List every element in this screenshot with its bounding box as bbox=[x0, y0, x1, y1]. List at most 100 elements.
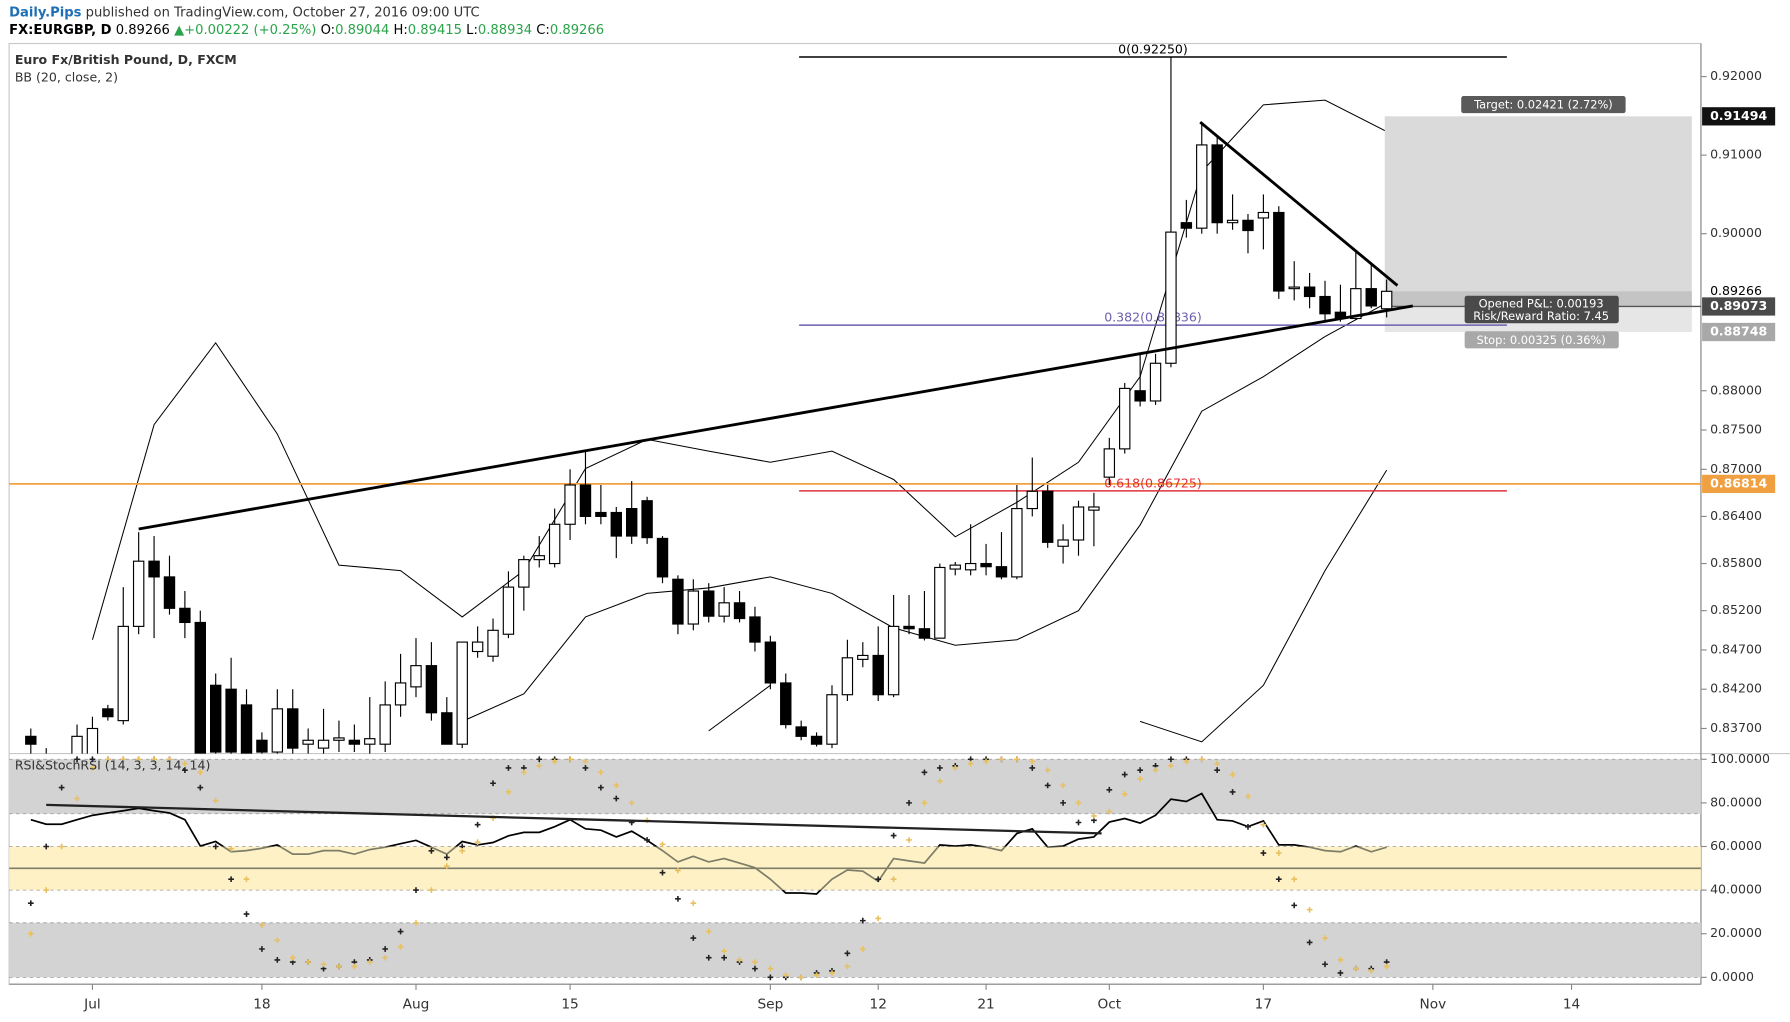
stoch-marker bbox=[752, 959, 758, 965]
candle-body bbox=[456, 641, 468, 745]
candle-body bbox=[302, 739, 314, 745]
x-tick-label: 14 bbox=[1563, 997, 1580, 1013]
x-tick-label: 15 bbox=[561, 997, 578, 1013]
candle-body bbox=[826, 694, 838, 745]
stoch-marker bbox=[89, 756, 96, 763]
candle-body bbox=[163, 576, 176, 609]
stoch-marker bbox=[1291, 902, 1298, 909]
stoch-marker bbox=[212, 843, 219, 850]
candle-body bbox=[1011, 507, 1023, 578]
h-label: H: bbox=[393, 22, 407, 37]
pnl-label: Opened P&L: 0.00193 bbox=[1479, 296, 1604, 310]
stoch-marker bbox=[536, 762, 543, 769]
y-tick-label: 0.87000 bbox=[1710, 461, 1762, 476]
y-tick-label: 0.0000 bbox=[1710, 969, 1754, 984]
stoch-marker bbox=[582, 765, 589, 771]
symbol: FX:EURGBP, D bbox=[9, 22, 111, 37]
stoch-marker bbox=[74, 795, 80, 802]
stoch-marker bbox=[859, 917, 866, 924]
o: 0.89044 bbox=[335, 22, 389, 37]
stoch-marker bbox=[382, 946, 389, 952]
candle-body bbox=[1303, 286, 1316, 298]
candle-body bbox=[179, 607, 191, 624]
stoch-marker bbox=[1060, 800, 1066, 806]
stoch-marker bbox=[1044, 767, 1051, 774]
stoch-marker bbox=[1214, 767, 1221, 774]
y-tick-label: 0.92000 bbox=[1710, 68, 1762, 83]
o-label: O: bbox=[321, 22, 336, 37]
candle-body bbox=[333, 737, 345, 741]
stoch-marker bbox=[1383, 963, 1390, 970]
target-label: Target: 0.02421 (2.72%) bbox=[1473, 98, 1613, 112]
candle-body bbox=[641, 500, 653, 539]
candle-body bbox=[256, 739, 268, 753]
candle-body bbox=[425, 665, 438, 714]
stoch-marker bbox=[351, 963, 358, 970]
candle-body bbox=[579, 484, 592, 517]
stoch-marker bbox=[1291, 876, 1298, 883]
stoch-marker bbox=[813, 972, 820, 979]
stoch-marker bbox=[844, 950, 851, 957]
bollinger-lower bbox=[708, 469, 1388, 743]
stoch-marker bbox=[613, 782, 620, 789]
candle-body bbox=[795, 726, 807, 737]
last: 0.89266 bbox=[116, 22, 170, 37]
x-tick-label: Aug bbox=[403, 997, 430, 1013]
candle-body bbox=[487, 629, 499, 657]
candle-body bbox=[471, 641, 484, 653]
stoch-marker bbox=[1106, 786, 1113, 793]
rsi-band bbox=[9, 759, 1701, 814]
stoch-marker bbox=[844, 963, 851, 970]
y-tick-label: 0.90000 bbox=[1710, 225, 1762, 240]
candle-body bbox=[857, 654, 869, 660]
target-label-box bbox=[1461, 96, 1626, 114]
stoch-marker bbox=[1137, 776, 1143, 782]
stoch-marker bbox=[1352, 965, 1359, 972]
stoch-marker bbox=[443, 854, 450, 861]
stoch-marker bbox=[1168, 756, 1174, 763]
stoch-marker bbox=[228, 876, 234, 883]
rsi-trendline bbox=[46, 803, 1102, 835]
candle-body bbox=[949, 564, 961, 570]
line-price-label-box bbox=[1702, 474, 1776, 494]
stoch-marker bbox=[567, 756, 573, 763]
stoch-marker bbox=[1014, 756, 1020, 763]
stoch-marker bbox=[767, 965, 774, 972]
change: +0.00222 (+0.25%) bbox=[184, 22, 316, 37]
fib-label: 0.382(0.88836) bbox=[1104, 310, 1202, 325]
stop-price-label: 0.88748 bbox=[1710, 324, 1767, 339]
pnl-label-box bbox=[1464, 295, 1619, 324]
stoch-marker bbox=[320, 961, 327, 968]
stoch-marker bbox=[998, 756, 1005, 763]
candle-body bbox=[1088, 506, 1100, 511]
y-tick-label: 0.86400 bbox=[1710, 508, 1762, 523]
stoch-marker bbox=[43, 887, 50, 893]
stoch-marker bbox=[1368, 967, 1375, 974]
price-title: Euro Fx/British Pound, D, FXCM bbox=[15, 52, 237, 67]
stoch-marker bbox=[212, 797, 219, 804]
candle-body bbox=[718, 602, 730, 617]
stoch-marker bbox=[659, 869, 666, 876]
candle-body bbox=[1242, 219, 1254, 232]
stoch-marker bbox=[890, 876, 897, 883]
y-tick-label: 0.91000 bbox=[1710, 147, 1762, 162]
price-panel: 0(0.92250) 0.382(0.88836) 0.618(0.86725) bbox=[9, 42, 1701, 754]
fib-label: 0(0.92250) bbox=[1118, 42, 1188, 57]
stoch-marker bbox=[675, 867, 681, 874]
candle-body bbox=[1350, 288, 1362, 320]
stoch-marker bbox=[936, 778, 943, 784]
entry-price-label-box bbox=[1702, 297, 1776, 316]
y-tick-label: 20.0000 bbox=[1710, 925, 1762, 940]
candle-body bbox=[1226, 219, 1239, 224]
candle-body bbox=[934, 566, 946, 639]
stop-label-box bbox=[1464, 331, 1619, 349]
stoch-marker bbox=[967, 760, 974, 767]
candle-body bbox=[1041, 490, 1054, 543]
candle-body bbox=[71, 735, 83, 754]
candle-body bbox=[518, 559, 530, 588]
stoch-marker bbox=[289, 954, 296, 961]
stoch-marker bbox=[644, 837, 650, 843]
target-price-label: 0.91494 bbox=[1710, 108, 1767, 123]
stoch-marker bbox=[305, 959, 311, 965]
